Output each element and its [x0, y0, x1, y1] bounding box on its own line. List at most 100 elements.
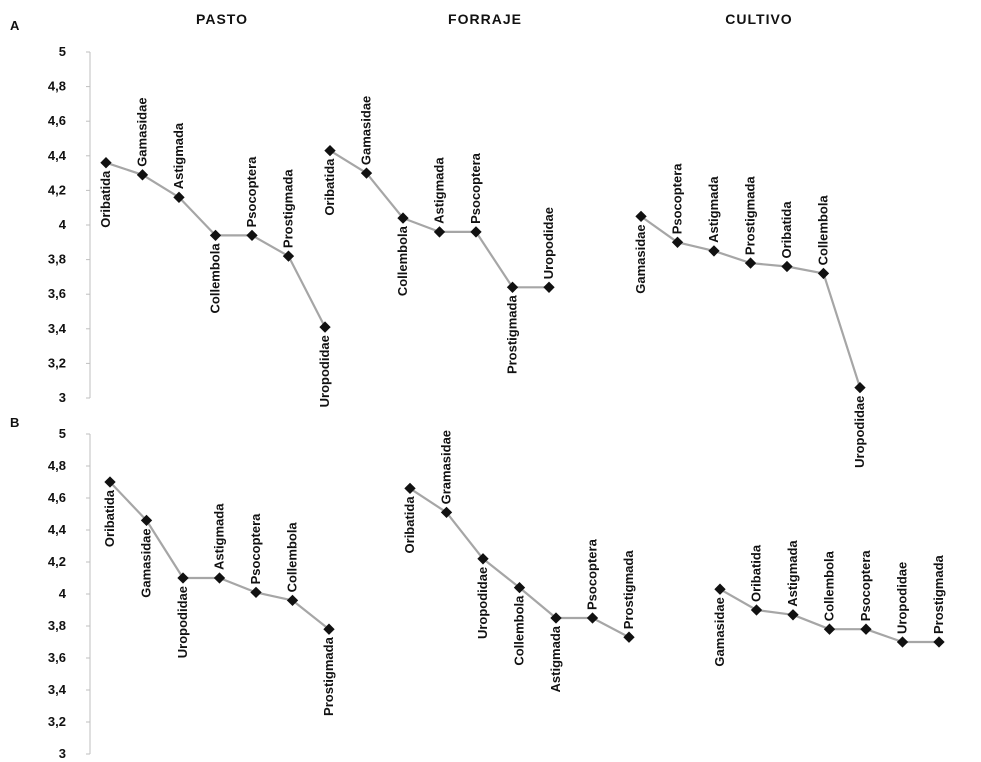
group-title-pasto: PASTO — [196, 11, 248, 27]
panel-a-cultivo-marker — [817, 267, 830, 280]
panel-a-y-tick-label: 4,4 — [48, 148, 67, 163]
panel-a-y-tick-label: 4 — [59, 217, 67, 232]
panel-a-forraje-point-label: Gamasidae — [359, 96, 374, 165]
panel-a-forraje-point-label: Psocoptera — [468, 152, 483, 224]
panel-b-cultivo-marker — [787, 609, 799, 621]
panel-b-y-tick-label: 4,6 — [48, 490, 66, 505]
panel-a-forraje-marker — [433, 226, 446, 238]
panel-b-cultivo-marker — [860, 623, 872, 635]
panel-b-y-tick-label: 3,2 — [48, 714, 66, 729]
panel-b-forraje-point-label: Uropodidae — [475, 567, 490, 639]
panel-a-y-tick-label: 3,2 — [48, 355, 66, 370]
panel-a-cultivo-point-label: Uropodidae — [852, 396, 867, 468]
panel-a-cultivo-point-label: Gamasidae — [633, 224, 648, 293]
panel-b-cultivo-marker — [823, 623, 836, 635]
panel-a-y-tick-label: 3,4 — [48, 321, 67, 336]
panel-b-pasto-marker — [286, 594, 299, 607]
panel-a-cultivo-point-label: Oribatida — [779, 201, 794, 259]
panel-b-cultivo-point-label: Psocoptera — [858, 550, 873, 622]
group-title-cultivo: CULTIVO — [725, 11, 792, 27]
panel-b-cultivo-marker — [750, 604, 763, 616]
panel-a-pasto-marker — [246, 229, 258, 242]
panel-b-cultivo-point-label: Prostigmada — [931, 554, 946, 634]
panel-b-pasto-point-label: Prostigmada — [321, 636, 336, 716]
panel-b-y-tick-label: 4,2 — [48, 554, 66, 569]
panel-b-letter: B — [10, 415, 19, 430]
panel-a-pasto-marker — [136, 169, 149, 181]
panel-a-forraje-point-label: Astigmada — [432, 157, 447, 224]
panel-b-forraje-marker — [623, 631, 635, 643]
panel-a-forraje-marker — [506, 281, 519, 293]
panel-b-forraje-point-label: Collembola — [512, 595, 527, 666]
panel-a-cultivo-marker — [671, 236, 684, 248]
panel-a-cultivo-marker — [708, 245, 720, 257]
panel-a-forraje-point-label: Oribatida — [322, 158, 337, 216]
panel-a-pasto-marker — [209, 229, 222, 242]
panel-a-pasto-marker — [319, 321, 331, 333]
panel-a-cultivo-marker — [854, 381, 866, 394]
panel-b-forraje-point-label: Astigmada — [548, 625, 563, 692]
panel-b-pasto-point-label: Oribatida — [102, 489, 117, 547]
panel-b-y-tick-label: 5 — [59, 426, 66, 441]
panel-a-cultivo-marker — [635, 210, 647, 223]
panel-a-forraje-marker — [324, 144, 336, 157]
panel-a-y-tick-label: 3,8 — [48, 252, 66, 267]
panel-a-forraje-point-label: Collembola — [395, 225, 410, 296]
panel-a-pasto-marker — [173, 191, 185, 203]
group-title-forraje: FORRAJE — [448, 11, 522, 27]
panel-a-forraje-marker — [543, 281, 555, 293]
panel-b-pasto-marker — [213, 572, 226, 584]
panel-a-y-tick-label: 4,8 — [48, 79, 66, 94]
panel-b-y-tick-label: 4 — [59, 586, 67, 601]
plot-area: 5 4,8 4,6 4,4 4,2 4 3,8 3,6 3,4 3,2 3 Oribatida Gama… — [48, 44, 946, 761]
panel-a-y-tick-label: 5 — [59, 44, 66, 59]
panel-b-forraje-point-label: Gramasidae — [439, 430, 454, 504]
panel-b-pasto-marker — [250, 586, 262, 599]
panel-b-group: 5 4,8 4,6 4,4 4,2 4 3,8 3,6 3,4 3,2 3 Oribatida Gama… — [48, 426, 946, 761]
panel-b-y-tick-label: 4,4 — [48, 522, 67, 537]
panel-a-group: 5 4,8 4,6 4,4 4,2 4 3,8 3,6 3,4 3,2 3 Oribatida Gama… — [48, 44, 867, 468]
panel-b-forraje-marker — [404, 482, 416, 495]
panel-b-cultivo-marker — [714, 583, 726, 595]
panel-b-pasto-point-label: Psocoptera — [248, 513, 263, 585]
panel-b-cultivo-point-label: Gamasidae — [712, 597, 727, 666]
panel-b-pasto-point-label: Gamasidae — [139, 528, 154, 597]
panel-b-y-tick-label: 3,8 — [48, 618, 66, 633]
panel-b-forraje-marker — [477, 553, 489, 565]
panel-a-pasto-point-label: Prostigmada — [281, 169, 296, 249]
panel-a-forraje-marker — [397, 212, 409, 224]
panel-a-pasto-marker — [100, 157, 112, 169]
panel-b-pasto-marker — [323, 623, 335, 635]
panel-a-pasto-point-label: Astigmada — [171, 122, 186, 189]
panel-a-y-tick-label: 3,6 — [48, 286, 66, 301]
panel-a-pasto-point-label: Uropodidae — [317, 335, 332, 407]
panel-a-pasto-point-label: Oribatida — [98, 170, 113, 228]
panel-a-pasto-point-label: Psocoptera — [244, 156, 259, 228]
panel-b-cultivo-point-label: Astigmada — [785, 540, 800, 607]
panel-b-cultivo-point-label: Oribatida — [749, 544, 764, 602]
panel-a-pasto-marker — [282, 250, 295, 262]
panel-a-forraje-point-label: Prostigmada — [505, 295, 520, 375]
panel-a-forraje-marker — [470, 226, 482, 238]
panel-a-cultivo-marker — [744, 257, 757, 269]
panel-b-cultivo-point-label: Collembola — [822, 550, 837, 621]
panel-b-forraje-point-label: Psocoptera — [585, 538, 600, 610]
panel-a-cultivo-point-label: Astigmada — [706, 176, 721, 243]
panel-a-y-tick-label: 4,6 — [48, 113, 66, 128]
panel-b-forraje-marker — [550, 612, 562, 624]
panel-b-forraje-point-label: Oribatida — [402, 496, 417, 554]
panel-b-pasto-point-label: Uropodidae — [175, 586, 190, 658]
panel-b-cultivo-marker — [896, 636, 909, 648]
panel-a-y-tick-label: 4,2 — [48, 182, 66, 197]
panel-a-cultivo-point-label: Collembola — [816, 195, 831, 266]
panel-a-cultivo-marker — [781, 260, 793, 273]
panel-a-pasto-point-label: Collembola — [208, 243, 223, 314]
panel-a-forraje-point-label: Uropodidae — [541, 207, 556, 279]
panel-b-y-tick-label: 4,8 — [48, 458, 66, 473]
panel-b-forraje-marker — [513, 581, 526, 594]
panel-a-cultivo-point-label: Prostigmada — [743, 176, 758, 256]
panel-b-y-tick-label: 3,6 — [48, 650, 66, 665]
panel-a-letter: A — [10, 18, 20, 33]
panel-a-cultivo-point-label: Psocoptera — [670, 163, 685, 235]
